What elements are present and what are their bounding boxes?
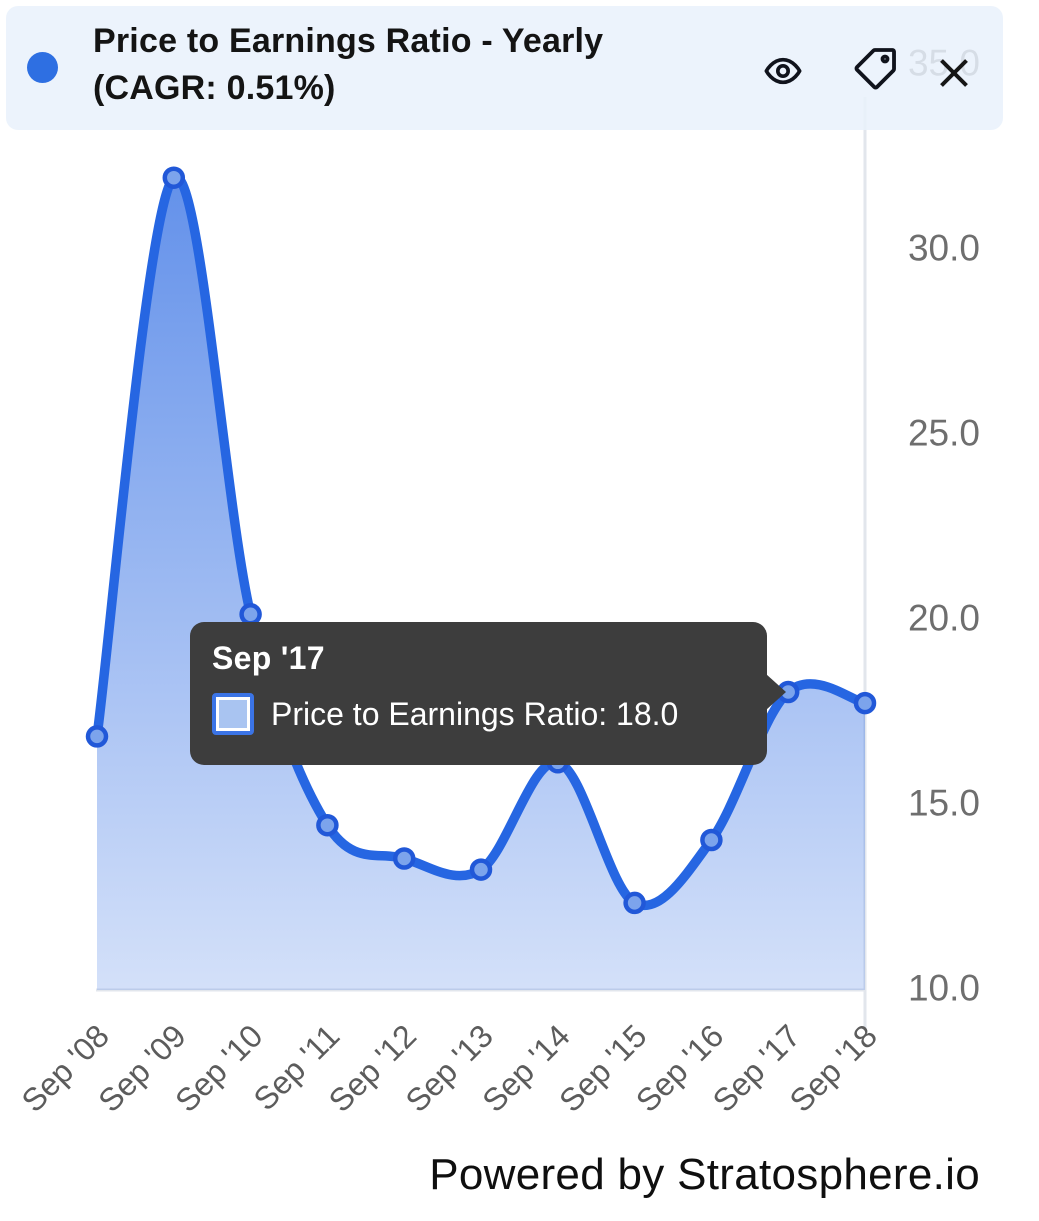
toggle-visibility-button[interactable] [759,50,807,94]
x-tick-label: Sep '18 [782,1017,883,1118]
data-point-marker-Sep13[interactable] [469,858,493,881]
series-swatch [212,693,254,735]
tooltip-row: Price to Earnings Ratio: 18.0 [212,693,745,735]
area-fill [97,176,865,990]
close-icon [934,53,974,96]
y-tick-label: 30.0 [908,228,980,269]
close-button[interactable] [930,52,978,96]
data-point-marker-Sep15[interactable] [623,891,646,915]
y-tick-label: 15.0 [908,783,980,824]
data-point-marker-Sep18[interactable] [853,691,877,715]
tag-icon [853,45,899,94]
data-point-marker-Sep11[interactable] [316,813,339,837]
y-tick-label: 25.0 [908,413,980,454]
page-title: Price to Earnings Ratio - Yearly (CAGR: … [93,18,603,112]
tag-button[interactable] [852,47,900,91]
tooltip-title: Sep '17 [212,640,325,676]
eye-icon [759,51,807,94]
tooltip-arrow [766,674,786,710]
data-point-marker-Sep16[interactable] [700,828,723,852]
data-point-marker-Sep10[interactable] [239,603,262,626]
chart-title-line2: (CAGR: 0.51%) [93,69,336,107]
powered-by-label: Powered by Stratosphere.io [429,1150,980,1199]
chart-title-line1: Price to Earnings Ratio - Yearly [93,22,604,60]
chart-tooltip: Sep '17 Price to Earnings Ratio: 18.0 [190,622,786,765]
y-tick-label: 20.0 [908,598,980,639]
x-tick-label: Sep '10 [168,1017,269,1118]
data-point-marker-Sep12[interactable] [392,847,416,870]
data-point-marker-Sep08[interactable] [85,725,109,748]
data-point-marker-Sep09[interactable] [162,166,186,189]
chart-header: Price to Earnings Ratio - Yearly (CAGR: … [0,0,1003,130]
series-legend-dot [27,52,58,83]
y-tick-label: 10.0 [908,968,980,1009]
header-background [6,6,1003,130]
tooltip-value-text: Price to Earnings Ratio: 18.0 [271,695,679,732]
